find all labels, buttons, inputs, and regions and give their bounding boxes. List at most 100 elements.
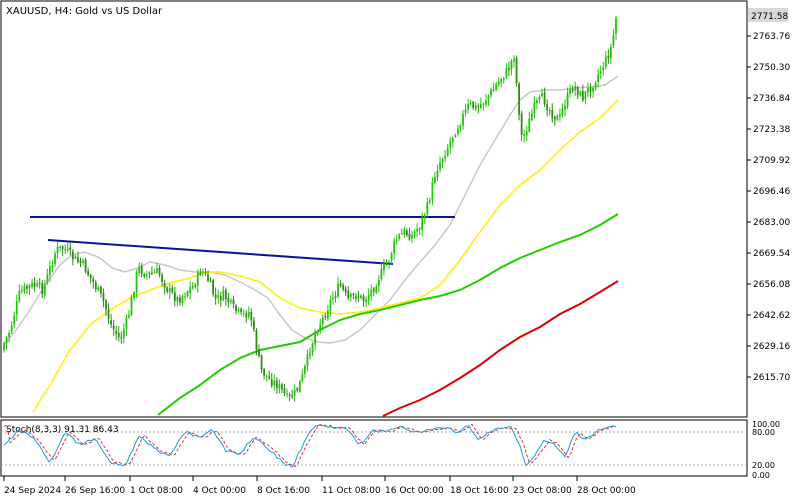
time-label: 16 Oct 00:00 <box>385 486 444 496</box>
candle-body <box>347 290 350 299</box>
candle-body <box>250 311 253 321</box>
candle-body <box>543 92 546 105</box>
candle-body <box>408 233 411 240</box>
candle-body <box>255 330 258 351</box>
candle-body <box>388 261 390 264</box>
price-level-label: 2656.08 <box>753 280 790 290</box>
candle-body <box>227 297 230 303</box>
candle-body <box>41 283 44 295</box>
candle-body <box>230 300 232 302</box>
price-level-label: 2723.38 <box>753 125 790 135</box>
candle-body <box>296 388 299 391</box>
candle-body <box>604 56 607 68</box>
time-label: 18 Oct 16:00 <box>450 486 509 496</box>
candle-body <box>311 343 314 354</box>
candle-body <box>202 272 204 274</box>
candle-body <box>569 88 571 94</box>
candle-body <box>133 292 135 298</box>
candle-body <box>69 247 72 251</box>
candle-body <box>515 57 518 84</box>
candle-body <box>594 82 597 89</box>
candle-body <box>520 113 523 135</box>
candle-body <box>344 288 347 293</box>
candle-body <box>587 88 589 93</box>
candle-body <box>163 283 166 288</box>
candle-body <box>199 272 202 275</box>
candle-body <box>212 280 214 294</box>
candle-body <box>536 100 538 104</box>
candle-body <box>482 103 485 105</box>
candle-body <box>122 329 125 338</box>
candle-body <box>464 109 467 113</box>
candle-body <box>362 296 365 302</box>
candle-body <box>43 283 46 296</box>
candle-body <box>102 292 105 301</box>
candle-body <box>492 89 495 91</box>
candle-body <box>479 103 482 108</box>
stoch-panel[interactable]: Stoch(8,3,3) 91.31 86.43 <box>0 419 748 477</box>
candle-body <box>166 287 169 292</box>
candle-body <box>423 214 426 219</box>
candle-body <box>332 297 334 300</box>
candle-body <box>510 60 513 69</box>
candle-body <box>173 292 176 302</box>
candle-body <box>38 283 41 285</box>
candle-body <box>97 287 100 291</box>
candle-body <box>579 91 582 96</box>
candle-body <box>518 83 520 115</box>
candle-body <box>3 343 5 351</box>
candle-body <box>74 256 77 259</box>
candle-body <box>204 272 207 274</box>
current-price-marker: 2771.58 <box>748 8 788 22</box>
descending-trendline[interactable] <box>47 239 394 265</box>
candle-body <box>597 74 600 83</box>
candle-body <box>117 332 120 338</box>
candle-body <box>260 355 263 370</box>
candle-body <box>523 134 526 136</box>
candle-body <box>5 337 8 344</box>
candle-body <box>286 393 288 395</box>
candle-body <box>372 288 375 292</box>
candle-body <box>416 229 418 232</box>
candle-body <box>209 280 212 282</box>
candle-body <box>561 108 564 116</box>
candle-body <box>528 118 531 132</box>
candle-body <box>253 320 255 330</box>
candle-body <box>454 135 457 137</box>
candles-group <box>3 15 617 402</box>
price-level-label: 2750.30 <box>753 63 790 73</box>
candle-body <box>500 79 503 83</box>
candle-body <box>176 297 179 302</box>
price-panel[interactable]: XAUUSD, H4: Gold vs US Dollar <box>0 0 748 418</box>
candle-body <box>275 380 278 388</box>
candle-body <box>61 246 64 250</box>
candle-body <box>434 177 436 183</box>
time-label: 23 Oct 08:00 <box>513 486 572 496</box>
candle-body <box>293 389 296 396</box>
candle-body <box>375 286 378 293</box>
candle-body <box>232 299 235 305</box>
candle-body <box>612 35 615 46</box>
candle-body <box>171 287 174 293</box>
candle-body <box>525 131 528 136</box>
candle-body <box>143 274 146 277</box>
candle-body <box>314 333 316 345</box>
candle-body <box>18 290 21 301</box>
candle-body <box>273 380 276 386</box>
candle-body <box>329 299 332 311</box>
candle-body <box>487 95 490 100</box>
candle-body <box>377 280 380 287</box>
candle-body <box>235 305 237 312</box>
candle-body <box>426 201 429 215</box>
ma100-line <box>157 213 619 416</box>
candle-body <box>431 182 434 200</box>
candle-body <box>20 290 23 292</box>
current-price-label: 2771.58 <box>751 12 788 22</box>
candle-body <box>607 55 610 59</box>
candle-body <box>306 354 309 366</box>
price-level-label: 2629.16 <box>753 342 790 352</box>
candle-body <box>352 293 355 295</box>
candle-body <box>334 295 337 299</box>
stoch-signal-line <box>3 423 616 468</box>
